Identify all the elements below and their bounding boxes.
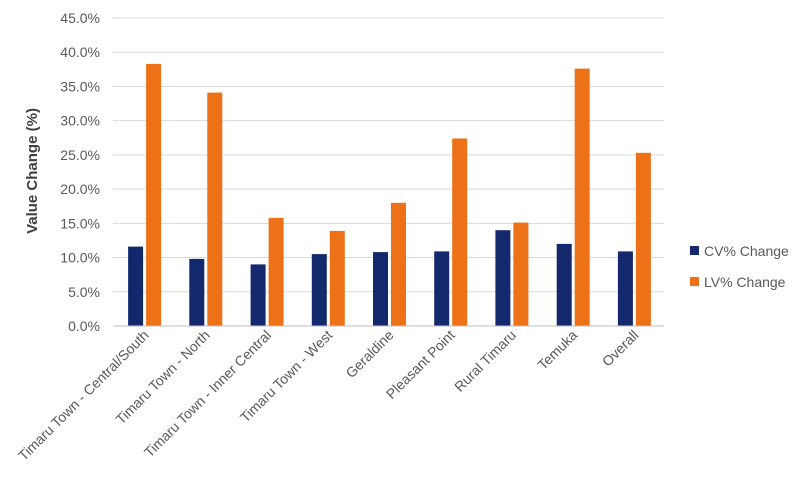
bar-cv-change bbox=[311, 254, 327, 326]
legend-swatch-cv bbox=[690, 246, 699, 255]
bar-cv-change bbox=[617, 251, 633, 326]
bar-cv-change bbox=[189, 258, 205, 326]
bar-lv-change bbox=[146, 63, 162, 327]
bar-lv-change bbox=[391, 202, 406, 326]
y-tick-label: 15.0% bbox=[60, 215, 100, 231]
x-category-label: Overall bbox=[599, 327, 642, 370]
legend: CV% Change LV% Change bbox=[690, 243, 789, 290]
x-category-label: Rural Timaru bbox=[451, 327, 519, 395]
bar-cv-change bbox=[495, 230, 511, 326]
bar-cv-change bbox=[556, 243, 572, 326]
bar-lv-change bbox=[635, 152, 651, 326]
y-tick-label: 5.0% bbox=[68, 284, 100, 300]
bar-lv-change bbox=[207, 92, 223, 326]
y-tick-label: 20.0% bbox=[60, 181, 100, 197]
y-tick-label: 35.0% bbox=[60, 78, 100, 94]
x-category-label: Geraldine bbox=[342, 327, 396, 381]
bar-lv-change bbox=[513, 222, 529, 326]
bar-cv-change bbox=[128, 246, 144, 326]
legend-swatch-lv bbox=[690, 277, 699, 286]
y-tick-label: 0.0% bbox=[68, 318, 100, 334]
bar-cv-change bbox=[250, 264, 266, 326]
bar-cv-change bbox=[434, 251, 450, 326]
legend-label-cv: CV% Change bbox=[704, 243, 789, 259]
bar-lv-change bbox=[452, 138, 468, 326]
x-category-label: Timaru Town - Inner Central bbox=[141, 327, 274, 460]
gridlines bbox=[113, 17, 664, 293]
legend-label-lv: LV% Change bbox=[704, 274, 786, 290]
y-tick-label: 40.0% bbox=[60, 44, 100, 60]
y-tick-label: 25.0% bbox=[60, 147, 100, 163]
y-tick-label: 45.0% bbox=[60, 10, 100, 26]
bar-lv-change bbox=[574, 68, 590, 326]
y-axis-ticks: 0.0% 5.0% 10.0% 15.0% 20.0% 25.0% 30.0% 35.0% 40… bbox=[60, 10, 100, 334]
x-category-label: Temuka bbox=[534, 327, 580, 373]
y-axis-title: Value Change (%) bbox=[24, 108, 41, 234]
y-tick-label: 10.0% bbox=[60, 250, 100, 266]
bars bbox=[128, 63, 651, 327]
bar-lv-change bbox=[268, 217, 284, 326]
bar-cv-change bbox=[373, 252, 388, 326]
x-category-label: Timaru Town - Central/South bbox=[15, 327, 152, 464]
bar-lv-change bbox=[329, 230, 345, 326]
y-tick-label: 30.0% bbox=[60, 113, 100, 129]
